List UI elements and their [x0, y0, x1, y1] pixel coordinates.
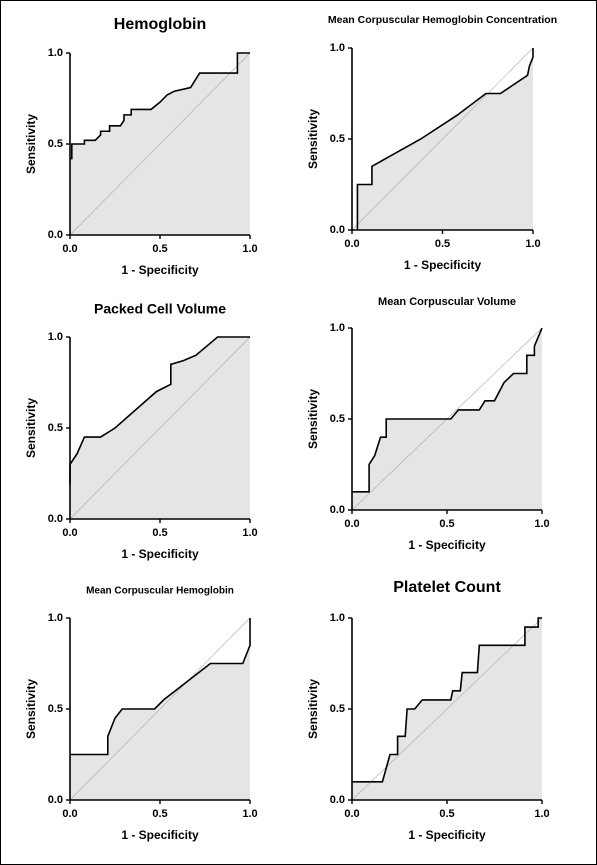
x-tick-label: 1.0	[534, 808, 549, 820]
y-axis-label: Sensitivity	[306, 389, 320, 449]
x-tick-label: 1.0	[534, 518, 549, 530]
y-axis-label: Sensitivity	[24, 679, 38, 739]
x-tick-label: 0.5	[152, 808, 167, 820]
y-tick-label: 0.0	[330, 224, 345, 236]
y-tick-label: 0.5	[330, 413, 345, 425]
y-tick-label: 1.0	[48, 331, 63, 343]
reference-line	[69, 336, 251, 520]
y-tick-label: 1.0	[330, 322, 345, 334]
reference-line	[69, 52, 251, 236]
y-tick-label: 0.0	[48, 513, 63, 525]
roc-line	[70, 618, 251, 756]
x-tick-label: 1.0	[242, 808, 257, 820]
chart-title: Mean Corpuscular Hemoglobin Concentratio…	[328, 14, 557, 26]
x-tick-label: 0.5	[439, 808, 454, 820]
y-tick-label: 0.5	[48, 703, 63, 715]
x-axis-label: 1 - Specificity	[404, 258, 482, 272]
y-tick-label: 0.5	[48, 138, 63, 150]
y-tick-label: 1.0	[330, 612, 345, 624]
x-tick-label: 0.5	[152, 527, 167, 539]
y-tick-label: 0.0	[48, 794, 63, 806]
x-tick-label: 0.0	[344, 518, 359, 530]
reference-line	[351, 617, 543, 801]
x-tick-label: 1.0	[242, 243, 257, 255]
y-tick-label: 0.0	[48, 229, 63, 241]
roc-line	[352, 327, 543, 493]
x-tick-label: 0.0	[344, 808, 359, 820]
x-tick-label: 0.0	[344, 238, 359, 250]
y-tick-label: 0.5	[330, 703, 345, 715]
x-tick-label: 0.5	[435, 238, 450, 250]
x-axis-label: 1 - Specificity	[408, 538, 486, 552]
x-axis-label: 1 - Specificity	[121, 828, 199, 842]
x-tick-label: 0.0	[62, 808, 77, 820]
y-tick-label: 0.0	[330, 504, 345, 516]
x-tick-label: 0.5	[152, 243, 167, 255]
chart-title: Hemoglobin	[114, 16, 206, 33]
y-tick-label: 1.0	[330, 42, 345, 54]
x-axis-label: 1 - Specificity	[121, 263, 199, 277]
chart-title: Packed Cell Volume	[94, 301, 226, 317]
chart-title: Mean Corpuscular Volume	[378, 296, 516, 308]
roc-line	[352, 617, 542, 783]
x-tick-label: 1.0	[525, 238, 540, 250]
x-tick-label: 0.0	[62, 243, 77, 255]
y-tick-label: 1.0	[48, 47, 63, 59]
x-tick-label: 1.0	[242, 527, 257, 539]
y-axis-label: Sensitivity	[306, 679, 320, 739]
reference-line	[351, 47, 534, 231]
y-tick-label: 0.5	[48, 422, 63, 434]
y-axis-label: Sensitivity	[306, 109, 320, 169]
y-tick-label: 0.5	[330, 133, 345, 145]
x-axis-label: 1 - Specificity	[408, 828, 486, 842]
y-tick-label: 0.0	[330, 794, 345, 806]
chart-title: Platelet Count	[393, 579, 501, 596]
x-tick-label: 0.5	[439, 518, 454, 530]
y-axis-label: Sensitivity	[24, 114, 38, 174]
x-axis-label: 1 - Specificity	[121, 547, 199, 561]
roc-line	[356, 48, 534, 230]
chart-title: Mean Corpuscular Hemoglobin	[86, 586, 234, 597]
roc-line	[70, 52, 250, 160]
reference-line	[69, 617, 251, 801]
x-tick-label: 0.0	[62, 527, 77, 539]
roc-line	[69, 336, 250, 485]
y-tick-label: 1.0	[48, 612, 63, 624]
y-axis-label: Sensitivity	[24, 398, 38, 458]
